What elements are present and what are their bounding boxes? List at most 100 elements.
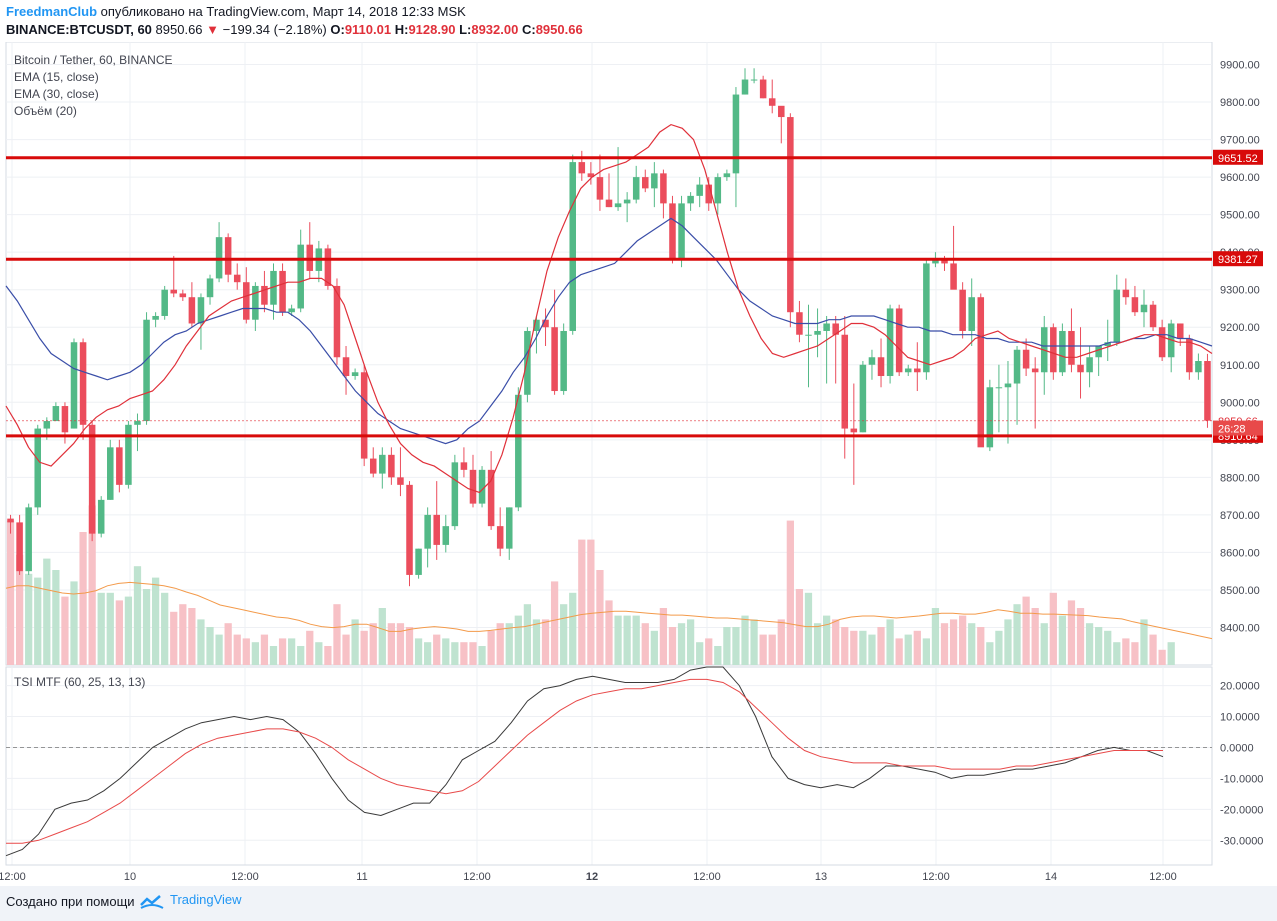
volume-bar: [351, 619, 359, 665]
volume-bar: [786, 520, 794, 665]
candle-body: [369, 458, 377, 474]
legend-title[interactable]: Bitcoin / Tether, 60, BINANCE: [14, 53, 173, 67]
candle-body: [415, 548, 422, 575]
volume-bar: [1149, 634, 1157, 665]
candle-body: [687, 195, 694, 204]
volume-bar: [1158, 649, 1166, 665]
candle-body: [832, 323, 839, 335]
volume-bar: [88, 505, 96, 665]
candle-body: [424, 514, 431, 549]
volume-bar: [251, 642, 259, 665]
volume-bar: [106, 592, 114, 665]
candle-body: [388, 454, 395, 478]
volume-bar: [550, 581, 559, 665]
volume-bar: [124, 596, 133, 665]
volume-bar: [804, 592, 813, 665]
volume-bar: [705, 638, 713, 665]
volume-bar: [714, 646, 722, 665]
main-pane: [5, 42, 1213, 666]
tradingview-logo-icon[interactable]: [140, 893, 164, 911]
volume-bar: [949, 619, 958, 665]
time-tick-label: 12:00: [693, 871, 721, 883]
volume-bar: [931, 608, 940, 665]
tradingview-link[interactable]: TradingView: [170, 892, 242, 907]
author-name[interactable]: FreedmanClub: [6, 4, 98, 19]
tsi-tick-label: -10.0000: [1220, 773, 1263, 785]
volume-bar: [650, 630, 658, 665]
publish-info: опубликовано на TradingView.com, Март 14…: [100, 4, 466, 19]
candle-body: [1050, 327, 1057, 373]
candle-body: [406, 484, 413, 575]
candle-body: [297, 244, 304, 309]
tsi-legend: TSI MTF (60, 25, 13, 13): [14, 674, 145, 691]
volume-bar: [532, 619, 541, 665]
candle-body: [487, 469, 495, 527]
tsi-line: [5, 666, 1164, 857]
candle-body: [1068, 330, 1075, 365]
horizontal-levels: [6, 156, 1212, 438]
volume-bar: [433, 634, 441, 665]
candle-body: [1004, 383, 1012, 388]
volume-bar: [759, 634, 767, 665]
candle-body: [61, 406, 69, 433]
candle-body: [560, 330, 567, 392]
candle-body: [823, 323, 830, 331]
price-tick-label: 9100.00: [1220, 360, 1260, 372]
candle-body: [433, 514, 440, 545]
candle-body: [1149, 304, 1157, 328]
volume-bar: [832, 619, 840, 665]
volume-bar: [1049, 592, 1057, 665]
volume-bar: [97, 592, 105, 665]
candle-body: [505, 507, 513, 549]
volume-bar: [913, 630, 921, 665]
volume-bar: [396, 623, 405, 665]
volume-bar: [487, 630, 495, 665]
volume-bar: [768, 634, 776, 665]
volume-bar: [895, 638, 903, 665]
time-tick-label: 12: [586, 871, 598, 883]
last-price: 8950.66: [155, 22, 203, 37]
candle-body: [1095, 345, 1102, 358]
candle-body: [923, 263, 930, 373]
volume-bar: [360, 630, 368, 665]
candle-body: [288, 308, 295, 313]
candle-body: [161, 289, 168, 316]
tsi-tick-label: -30.0000: [1220, 835, 1263, 847]
chart-canvas[interactable]: 9900.009800.009700.009600.009500.009400.…: [0, 42, 1277, 886]
price-tick-label: 8500.00: [1220, 585, 1260, 597]
tsi-tick-label: -20.0000: [1220, 804, 1263, 816]
legend-tsi[interactable]: TSI MTF (60, 25, 13, 13): [14, 675, 146, 689]
volume-bar: [6, 520, 15, 665]
candle-body: [596, 177, 604, 200]
candle-body: [342, 357, 350, 377]
legend-ema30[interactable]: EMA (30, close): [14, 87, 99, 101]
volume-bar: [161, 592, 169, 665]
volume-bar: [333, 604, 341, 665]
volume-bar: [850, 630, 858, 665]
volume-bar: [342, 634, 350, 665]
grid-lines: [5, 42, 1213, 866]
volume-bar: [478, 646, 486, 665]
volume-bar: [777, 619, 785, 665]
volume-bar: [1031, 608, 1039, 665]
candle-body: [206, 278, 214, 298]
volume-bar: [1104, 630, 1112, 665]
legend-volume[interactable]: Объём (20): [14, 104, 77, 118]
candle-body: [578, 162, 586, 174]
volume-bar: [1140, 619, 1148, 665]
volume-bar: [424, 642, 432, 665]
legend-ema15[interactable]: EMA (15, close): [14, 70, 99, 84]
tsi-tick-label: 10.0000: [1220, 712, 1260, 724]
price-tick-label: 8400.00: [1220, 622, 1260, 634]
candle-body: [914, 368, 921, 373]
candle-body: [107, 447, 114, 500]
price-tick-label: 9200.00: [1220, 322, 1260, 334]
volume-bar: [514, 615, 522, 665]
volume-bar: [70, 581, 78, 665]
time-tick-label: 13: [815, 871, 827, 883]
volume-bar: [668, 627, 677, 665]
volume-bar: [587, 539, 595, 665]
candle-body: [233, 274, 241, 283]
level-price-tag-bg: [1213, 149, 1263, 165]
volume-bar: [451, 642, 459, 665]
